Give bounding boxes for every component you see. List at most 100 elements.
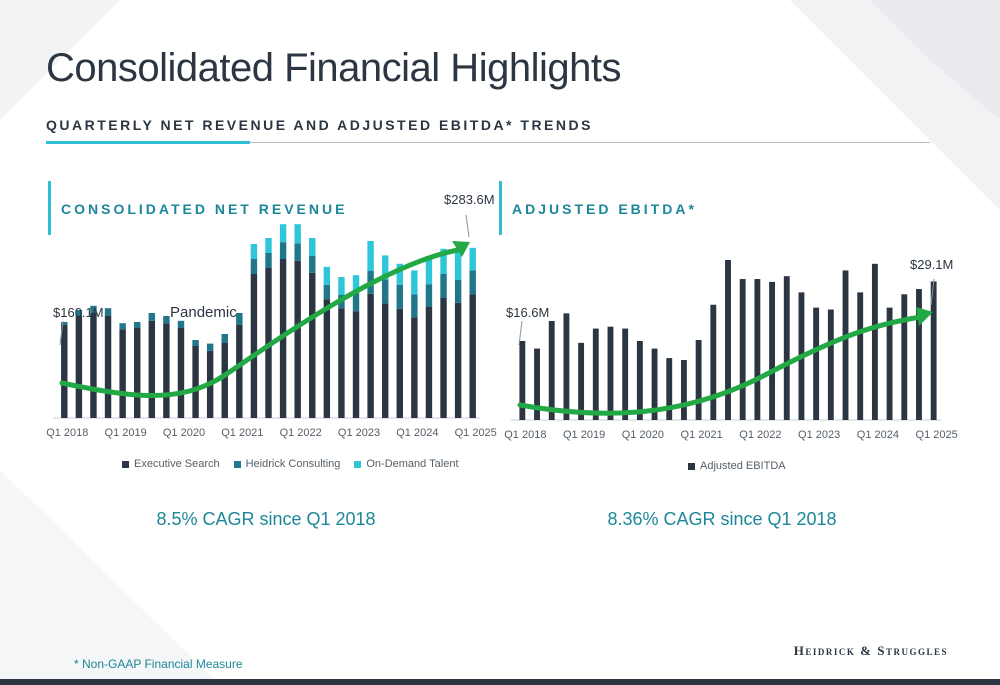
bar-executive-search-q1-2021 xyxy=(236,325,243,418)
legend-swatch-heidrick-consulting xyxy=(233,460,241,468)
x-tick-label: Q1 2024 xyxy=(857,429,899,441)
bar-adjusted-ebitda-q1-2025 xyxy=(930,281,937,420)
ebitda-legend: Adjusted EBITDA xyxy=(688,460,786,472)
bar-executive-search-q1-2024 xyxy=(411,317,418,418)
bar-on-demand-talent-q1-2025 xyxy=(469,247,476,271)
bar-on-demand-talent-q1-2024 xyxy=(411,270,418,295)
x-tick-label: Q1 2021 xyxy=(221,427,263,439)
bar-on-demand-talent-q4-2024 xyxy=(454,251,462,280)
bar-on-demand-talent-q3-2023 xyxy=(381,255,389,280)
bar-executive-search-q2-2024 xyxy=(425,307,433,418)
bar-heidrick-consulting-q4-2019 xyxy=(163,316,170,324)
legend-swatch-adjusted-ebitda xyxy=(688,462,695,470)
bar-heidrick-consulting-q3-2023 xyxy=(381,279,389,304)
bar-heidrick-consulting-q2-2024 xyxy=(425,284,433,307)
ebitda-start-label: $16.6M xyxy=(506,305,550,320)
bar-heidrick-consulting-q3-2020 xyxy=(206,343,214,351)
subtitle-divider xyxy=(46,142,930,143)
section-subtitle: QUARTERLY NET REVENUE AND ADJUSTED EBITD… xyxy=(46,117,593,133)
bar-executive-search-q1-2022 xyxy=(294,260,301,418)
bar-executive-search-q1-2019 xyxy=(119,329,126,418)
bar-adjusted-ebitda-q1-2019 xyxy=(578,342,585,420)
bar-heidrick-consulting-q2-2022 xyxy=(309,256,316,273)
bar-on-demand-talent-q4-2021 xyxy=(279,224,287,243)
bar-on-demand-talent-q2-2022 xyxy=(309,238,316,256)
bar-heidrick-consulting-q1-2022 xyxy=(294,243,301,261)
bar-executive-search-q4-2023 xyxy=(396,308,403,418)
x-tick-label: Q1 2020 xyxy=(163,427,205,439)
footnote: * Non-GAAP Financial Measure xyxy=(74,657,243,671)
bar-executive-search-q3-2023 xyxy=(381,303,389,418)
bar-heidrick-consulting-q3-2018 xyxy=(90,305,97,313)
subtitle-accent-bar xyxy=(46,141,250,144)
bar-on-demand-talent-q3-2022 xyxy=(323,266,331,285)
bar-adjusted-ebitda-q3-2022 xyxy=(783,276,790,420)
page-title: Consolidated Financial Highlights xyxy=(46,46,621,90)
bar-adjusted-ebitda-q2-2022 xyxy=(769,281,776,420)
bar-adjusted-ebitda-q1-2022 xyxy=(754,279,761,420)
bar-heidrick-consulting-q4-2018 xyxy=(104,308,112,316)
bottom-bar xyxy=(0,679,1000,685)
bar-heidrick-consulting-q2-2018 xyxy=(75,310,83,316)
bar-adjusted-ebitda-q4-2024 xyxy=(916,289,922,420)
revenue-cagr-text: 8.5% CAGR since Q1 2018 xyxy=(156,509,376,529)
x-tick-label: Q1 2019 xyxy=(105,427,147,439)
x-tick-label: Q1 2025 xyxy=(455,427,497,439)
bar-adjusted-ebitda-q3-2023 xyxy=(842,270,849,420)
x-tick-label: Q1 2021 xyxy=(681,429,723,441)
bar-adjusted-ebitda-q3-2019 xyxy=(607,326,614,420)
bar-executive-search-q3-2018 xyxy=(90,313,97,418)
legend-label: On-Demand Talent xyxy=(366,458,459,470)
bar-adjusted-ebitda-q1-2020 xyxy=(636,340,643,420)
ebitda-chart: Q1 2018 Q1 2019 Q1 2020 Q1 2021 Q1 2022 Q1 20… xyxy=(504,260,958,441)
legend-item-executive-search: Executive Search xyxy=(122,458,220,470)
bar-adjusted-ebitda-q3-2018 xyxy=(548,320,555,420)
trend-arrow-line xyxy=(59,247,461,398)
x-tick-label: Q1 2023 xyxy=(798,429,840,441)
bar-heidrick-consulting-q1-2025 xyxy=(469,270,476,295)
bar-adjusted-ebitda-q1-2021 xyxy=(695,340,702,420)
bar-executive-search-q1-2018 xyxy=(61,325,68,418)
bar-heidrick-consulting-q2-2019 xyxy=(134,322,141,328)
x-tick-label: Q1 2019 xyxy=(563,429,605,441)
company-logo: Heidrick & Struggles xyxy=(793,643,948,658)
bar-adjusted-ebitda-q1-2023 xyxy=(813,307,820,420)
bar-executive-search-q4-2024 xyxy=(454,302,462,418)
bar-heidrick-consulting-q1-2019 xyxy=(119,323,126,330)
bar-on-demand-talent-q1-2022 xyxy=(294,224,301,244)
legend-label: Adjusted EBITDA xyxy=(700,460,786,472)
legend-label: Executive Search xyxy=(134,458,220,470)
bar-adjusted-ebitda-q4-2021 xyxy=(739,279,746,420)
bar-on-demand-talent-q4-2023 xyxy=(396,263,403,285)
bar-executive-search-q4-2019 xyxy=(163,323,170,418)
bar-adjusted-ebitda-q1-2024 xyxy=(871,263,878,420)
ebitda-cagr-text: 8.36% CAGR since Q1 2018 xyxy=(607,509,837,529)
bar-adjusted-ebitda-q2-2021 xyxy=(710,304,717,420)
x-tick-label: Q1 2018 xyxy=(504,429,546,441)
annotation-leader-line xyxy=(59,320,64,346)
pandemic-label: Pandemic xyxy=(170,304,237,321)
trend-arrow-head xyxy=(916,307,933,326)
trend-arrow-head xyxy=(452,241,470,257)
bar-heidrick-consulting-q1-2021 xyxy=(236,313,243,325)
bar-executive-search-q2-2018 xyxy=(75,316,83,418)
bar-executive-search-q4-2022 xyxy=(338,308,345,418)
bar-on-demand-talent-q2-2023 xyxy=(367,241,374,271)
bar-adjusted-ebitda-q1-2018 xyxy=(519,340,526,420)
bar-heidrick-consulting-q3-2019 xyxy=(148,313,156,321)
x-tick-label: Q1 2023 xyxy=(338,427,380,439)
bar-executive-search-q3-2019 xyxy=(148,320,156,418)
bar-adjusted-ebitda-q4-2020 xyxy=(680,360,687,420)
legend-item-on-demand-talent: On-Demand Talent xyxy=(354,458,459,470)
bar-heidrick-consulting-q4-2023 xyxy=(396,284,403,309)
bar-heidrick-consulting-q1-2018 xyxy=(61,322,68,325)
bar-on-demand-talent-q3-2021 xyxy=(265,238,272,253)
bar-executive-search-q4-2018 xyxy=(104,316,112,418)
bar-adjusted-ebitda-q3-2021 xyxy=(725,260,731,420)
bar-on-demand-talent-q2-2021 xyxy=(250,244,258,259)
revenue-chart: Q1 2018 Q1 2019 Q1 2020 Q1 2021 Q1 2022 Q1 20… xyxy=(46,214,497,439)
revenue-chart-title: CONSOLIDATED NET REVENUE xyxy=(61,201,348,217)
revenue-end-label: $283.6M xyxy=(444,192,495,207)
trend-arrow-line xyxy=(517,314,923,416)
bar-heidrick-consulting-q2-2020 xyxy=(192,340,199,346)
